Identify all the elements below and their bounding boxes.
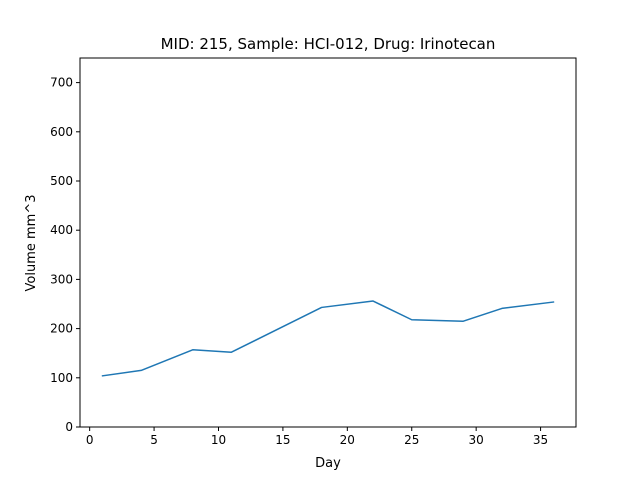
- y-tick-label: 600: [50, 125, 73, 139]
- x-tick-label: 5: [150, 433, 158, 447]
- y-tick-label: 0: [65, 420, 73, 434]
- y-tick-label: 200: [50, 322, 73, 336]
- y-axis-label: Volume mm^3: [24, 195, 39, 292]
- y-tick-label: 400: [50, 223, 73, 237]
- x-tick-label: 35: [533, 433, 548, 447]
- x-tick-label: 0: [86, 433, 94, 447]
- x-tick-label: 25: [404, 433, 419, 447]
- plot-series: [101, 300, 555, 377]
- x-tick-label: 30: [469, 433, 484, 447]
- x-tick-label: 20: [340, 433, 355, 447]
- axis-ticks: 0 5 10 15 20 25 30 35 0 100 200 300 400 500 600 700: [50, 76, 548, 447]
- y-tick-label: 300: [50, 272, 73, 286]
- y-tick-label: 100: [50, 371, 73, 385]
- y-tick-label: 500: [50, 174, 73, 188]
- plot-frame: [79, 57, 577, 428]
- x-tick-label: 10: [211, 433, 226, 447]
- x-tick-label: 15: [275, 433, 290, 447]
- series-line: [101, 300, 555, 377]
- chart-title: MID: 215, Sample: HCI-012, Drug: Irinote…: [161, 35, 496, 53]
- y-tick-label: 700: [50, 76, 73, 90]
- x-axis-label: Day: [315, 456, 341, 471]
